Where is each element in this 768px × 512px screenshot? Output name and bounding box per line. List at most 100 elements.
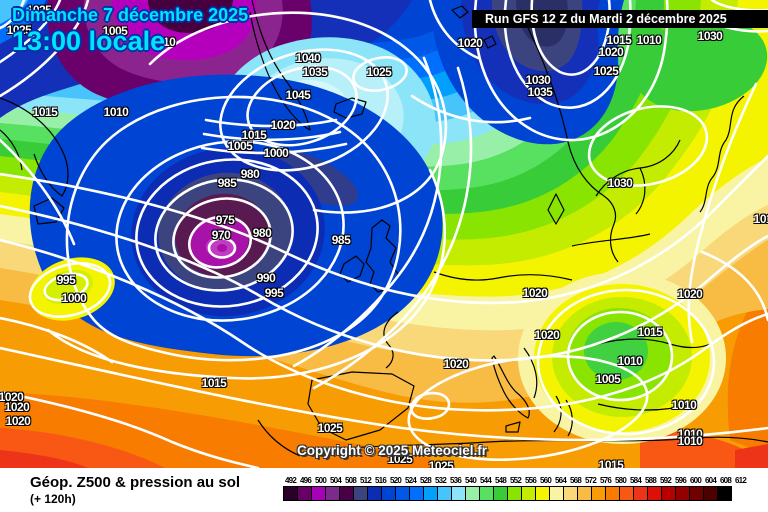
scale-swatch [493, 486, 508, 501]
scale-value: 556 [525, 476, 537, 485]
pressure-label: 1030 [607, 176, 633, 190]
pressure-label: 1025 [387, 452, 413, 466]
scale-value: 612 [735, 476, 747, 485]
pressure-label: 1045 [285, 88, 311, 102]
pressure-label: 1030 [697, 29, 723, 43]
pressure-label: 1020 [677, 287, 703, 301]
color-scale: 492 496 500 504 508 512 516 520 524 528 532 536 540 5… [283, 476, 748, 501]
color-scale-values: 492 496 500 504 508 512 516 520 524 528 532 536 540 5… [283, 476, 748, 485]
scale-value: 540 [465, 476, 477, 485]
pressure-label: 1025 [26, 3, 52, 17]
pressure-label: 980 [240, 167, 260, 181]
forecast-time: 13:00 locale [12, 26, 166, 56]
pressure-label: 1020 [270, 118, 296, 132]
pressure-label: 1025 [317, 421, 343, 435]
pressure-label: 1020 [4, 400, 30, 414]
legend-bar: Géop. Z500 & pression au sol (+ 120h) 49… [0, 468, 768, 512]
scale-swatch [717, 486, 732, 501]
scale-value: 528 [420, 476, 432, 485]
pressure-label: 1020 [522, 286, 548, 300]
pressure-label: 1025 [593, 64, 619, 78]
scale-value: 512 [360, 476, 372, 485]
pressure-label: 1005 [595, 372, 621, 386]
pressure-label: 970 [211, 228, 231, 242]
scale-value: 520 [390, 476, 402, 485]
pressure-label: 1025 [6, 23, 32, 37]
scale-value: 560 [540, 476, 552, 485]
scale-value: 580 [615, 476, 627, 485]
scale-value: 492 [285, 476, 297, 485]
pressure-label: 1020 [0, 390, 24, 404]
scale-swatch [283, 486, 298, 501]
scale-swatch [423, 486, 438, 501]
scale-value: 596 [675, 476, 687, 485]
scale-value: 608 [720, 476, 732, 485]
scale-swatch [311, 486, 326, 501]
pressure-label: 1010 [671, 398, 697, 412]
scale-value: 600 [690, 476, 702, 485]
scale-value: 536 [450, 476, 462, 485]
pressure-label: 1015 [753, 212, 768, 226]
pressure-label: 1025 [366, 65, 392, 79]
scale-value: 604 [705, 476, 717, 485]
scale-swatch [549, 486, 564, 501]
scale-swatch [465, 486, 480, 501]
pressure-label: 1015 [241, 128, 267, 142]
pressure-label: 1020 [534, 328, 560, 342]
scale-swatch [675, 486, 690, 501]
pressure-label: 980 [252, 226, 272, 240]
scale-swatch [367, 486, 382, 501]
pressure-label: 1000 [263, 146, 289, 160]
scale-swatch [479, 486, 494, 501]
pressure-label: 1010 [677, 434, 703, 448]
scale-value: 568 [570, 476, 582, 485]
scale-swatch [689, 486, 704, 501]
scale-value: 516 [375, 476, 387, 485]
model-run-info: Run GFS 12 Z du Mardi 2 décembre 2025 [472, 10, 768, 28]
pressure-label: 1015 [32, 105, 58, 119]
scale-value: 532 [435, 476, 447, 485]
pressure-label: 1010 [150, 35, 176, 49]
scale-value: 504 [330, 476, 342, 485]
pressure-label: 1010 [636, 33, 662, 47]
scale-value: 564 [555, 476, 567, 485]
scale-swatch [591, 486, 606, 501]
scale-value: 544 [480, 476, 492, 485]
scale-value: 508 [345, 476, 357, 485]
scale-swatch [619, 486, 634, 501]
scale-value: 588 [645, 476, 657, 485]
pressure-label: 1015 [598, 458, 624, 468]
pressure-label: 985 [331, 233, 351, 247]
scale-value: 592 [660, 476, 672, 485]
synoptic-map: 1025 1025 1005 1010 1040 1035 1045 1025 1020 1015… [0, 0, 768, 468]
scale-swatch [563, 486, 578, 501]
pressure-label: 1035 [302, 65, 328, 79]
pressure-labels-layer: 1025 1025 1005 1010 1040 1035 1045 1025 1020 1015… [0, 3, 768, 468]
scale-swatch [451, 486, 466, 501]
pressure-label: 1010 [103, 105, 129, 119]
pressure-label: 1025 [428, 459, 454, 468]
scale-swatch [535, 486, 550, 501]
scale-swatch [507, 486, 522, 501]
forecast-lead-time: (+ 120h) [30, 492, 76, 506]
chart-title: Géop. Z500 & pression au sol [30, 474, 241, 491]
color-scale-swatches [283, 486, 748, 501]
scale-swatch [605, 486, 620, 501]
scale-value: 496 [300, 476, 312, 485]
scale-swatch [703, 486, 718, 501]
isobar-layer [0, 0, 768, 468]
pressure-label: 995 [264, 286, 284, 300]
pressure-label: 1005 [227, 139, 253, 153]
pressure-label: 1020 [598, 45, 624, 59]
scale-swatch [297, 486, 312, 501]
scale-value: 500 [315, 476, 327, 485]
pressure-label: 1020 [5, 414, 31, 428]
scale-value: 572 [585, 476, 597, 485]
pressure-label: 1020 [443, 357, 469, 371]
scale-value: 548 [495, 476, 507, 485]
scale-swatch [437, 486, 452, 501]
scale-value: 524 [405, 476, 417, 485]
pressure-label: 1015 [606, 33, 632, 47]
pressure-label: 1005 [102, 24, 128, 38]
